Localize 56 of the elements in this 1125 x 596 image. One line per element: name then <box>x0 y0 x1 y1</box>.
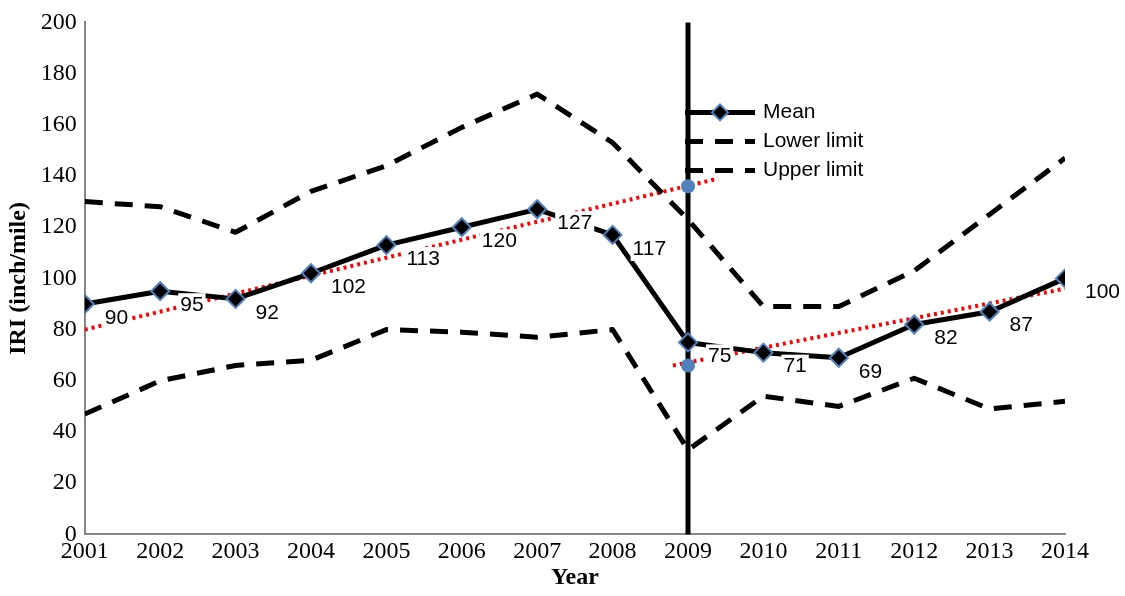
data-label: 120 <box>481 228 517 251</box>
point <box>678 332 698 353</box>
legend-label: Mean <box>763 99 816 123</box>
data-label: 102 <box>331 274 367 298</box>
data-label: 71 <box>783 353 807 377</box>
point <box>979 301 1000 322</box>
x-tick-label: 2013 <box>965 537 1014 564</box>
x-tick-label: 2011 <box>815 537 863 564</box>
y-tick-label: 100 <box>40 263 77 290</box>
x-tick-label: 2006 <box>437 537 486 564</box>
point <box>150 281 171 302</box>
y-tick-label: 80 <box>52 314 77 341</box>
data-label: 69 <box>858 358 883 382</box>
point <box>225 288 246 309</box>
x-tick-label: 2014 <box>1041 537 1089 564</box>
data-label: 92 <box>255 299 279 323</box>
y-tick-label: 120 <box>40 212 77 239</box>
legend-label: Lower limit <box>763 128 864 152</box>
point <box>681 358 695 373</box>
y-tick-label: 20 <box>52 468 77 495</box>
x-tick-label: 2009 <box>664 537 712 564</box>
x-axis-title: Year <box>550 562 600 589</box>
point <box>376 235 397 256</box>
data-label: 113 <box>406 245 440 269</box>
data-label: 82 <box>934 325 958 349</box>
data-label: 100 <box>1085 279 1121 303</box>
y-tick-label: 180 <box>40 58 77 85</box>
point <box>904 314 925 335</box>
x-tick-label: 2012 <box>890 537 939 564</box>
x-tick-label: 2008 <box>588 537 637 564</box>
x-tick-label: 2002 <box>136 537 185 564</box>
x-tick-label: 2010 <box>739 537 788 564</box>
x-tick-label: 2007 <box>513 537 562 564</box>
y-tick-label: 200 <box>40 7 77 34</box>
data-label: 87 <box>1009 312 1033 336</box>
data-label: 75 <box>708 343 732 367</box>
point <box>753 342 774 363</box>
x-tick-label: 2005 <box>362 537 411 564</box>
point <box>828 347 849 368</box>
point <box>451 217 472 238</box>
data-label: 95 <box>180 292 204 315</box>
legend-label: Upper limit <box>763 157 864 181</box>
y-tick-label: 60 <box>52 366 77 393</box>
y-axis-title: IRI (inch/mile) <box>3 202 30 355</box>
point <box>681 179 695 194</box>
y-tick-label: 40 <box>52 417 77 444</box>
data-label: 90 <box>104 304 129 328</box>
point <box>527 199 548 220</box>
y-tick-label: 160 <box>40 110 77 137</box>
data-label: 117 <box>632 235 667 259</box>
x-tick-label: 2004 <box>287 537 335 564</box>
point <box>602 224 623 245</box>
y-tick-label: 140 <box>40 161 77 188</box>
data-label: 127 <box>557 210 593 234</box>
x-tick-label: 2003 <box>211 537 260 564</box>
point <box>301 263 321 284</box>
